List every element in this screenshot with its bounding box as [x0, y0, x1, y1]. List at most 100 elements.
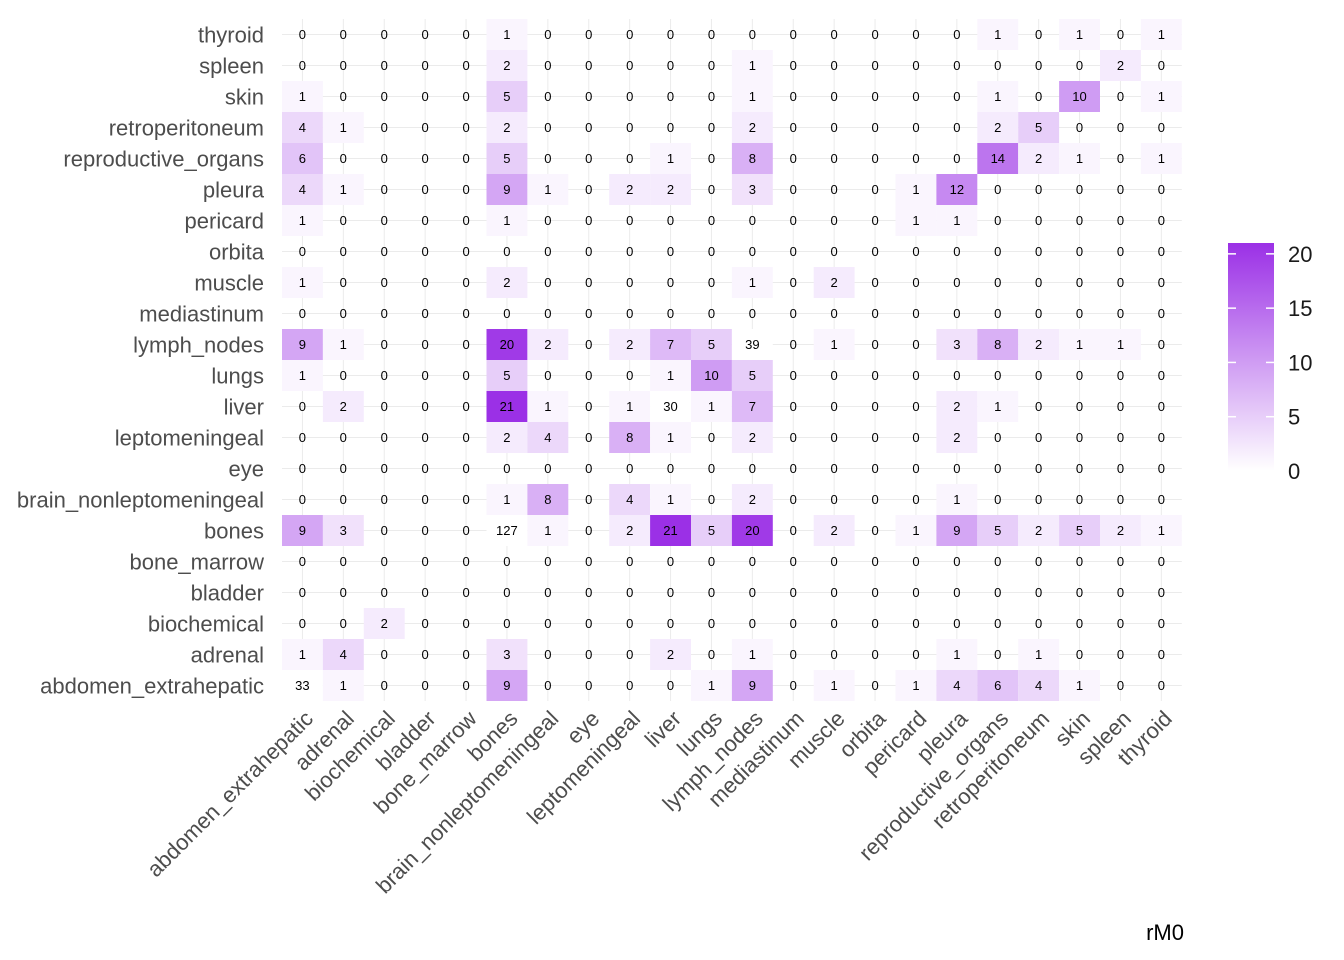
cell-value-label: 0 — [1035, 58, 1042, 73]
cell-value-label: 6 — [299, 151, 306, 166]
cell-value-label: 0 — [790, 399, 797, 414]
cell-value-label: 3 — [503, 647, 510, 662]
y-tick-label: biochemical — [148, 612, 264, 637]
heatmap-cell — [731, 143, 773, 174]
cell-value-label: 0 — [381, 213, 388, 228]
cell-value-label: 2 — [1117, 58, 1124, 73]
cell-value-label: 0 — [421, 182, 428, 197]
cell-value-label: 0 — [749, 244, 756, 259]
heatmap-cell — [282, 143, 323, 174]
cell-value-label: 0 — [830, 368, 837, 383]
cell-value-label: 0 — [667, 461, 674, 476]
heatmap-cell — [486, 391, 528, 422]
cell-value-label: 0 — [544, 554, 551, 569]
cell-value-label: 0 — [667, 120, 674, 135]
cell-value-label: 0 — [340, 27, 347, 42]
heatmap-cell — [936, 174, 978, 205]
cell-value-label: 0 — [871, 89, 878, 104]
cell-value-label: 0 — [1035, 182, 1042, 197]
cell-value-label: 0 — [871, 585, 878, 600]
heatmap-cell — [527, 391, 569, 422]
heatmap-cell — [691, 391, 732, 422]
cell-value-label: 0 — [953, 244, 960, 259]
cell-value-label: 0 — [544, 89, 551, 104]
cell-value-label: 0 — [871, 616, 878, 631]
cell-value-label: 1 — [667, 492, 674, 507]
cell-value-label: 1 — [299, 647, 306, 662]
cell-value-label: 0 — [667, 27, 674, 42]
heatmap-cell — [486, 143, 528, 174]
heatmap-cell — [650, 329, 691, 360]
cell-value-label: 0 — [708, 182, 715, 197]
cell-value-label: 0 — [790, 337, 797, 352]
cell-value-label: 1 — [544, 399, 551, 414]
cell-value-label: 1 — [749, 647, 756, 662]
cell-value-label: 2 — [503, 430, 510, 445]
cell-value-label: 1 — [708, 399, 715, 414]
heatmap-cell — [650, 484, 691, 515]
heatmap-cell — [977, 329, 1019, 360]
heatmap-cell — [1140, 515, 1182, 546]
cell-value-label: 21 — [500, 399, 514, 414]
cell-value-label: 0 — [790, 430, 797, 445]
cell-value-label: 2 — [626, 523, 633, 538]
cell-value-label: 5 — [503, 368, 510, 383]
cell-value-label: 0 — [994, 244, 1001, 259]
cell-value-label: 0 — [994, 182, 1001, 197]
cell-value-label: 0 — [381, 182, 388, 197]
cell-value-label: 0 — [585, 244, 592, 259]
y-tick-label: adrenal — [191, 643, 264, 668]
cell-value-label: 0 — [953, 585, 960, 600]
cell-value-label: 0 — [585, 678, 592, 693]
heatmap-cell — [731, 81, 773, 112]
heatmap-cell — [650, 143, 691, 174]
cell-value-label: 0 — [667, 244, 674, 259]
cell-value-label: 0 — [462, 213, 469, 228]
cell-value-label: 0 — [299, 554, 306, 569]
cell-value-label: 0 — [830, 213, 837, 228]
cell-value-label: 0 — [1158, 182, 1165, 197]
cell-value-label: 0 — [708, 151, 715, 166]
heatmap-cell — [609, 391, 651, 422]
cell-value-label: 2 — [953, 430, 960, 445]
cell-value-label: 1 — [1158, 89, 1165, 104]
cell-value-label: 30 — [663, 399, 677, 414]
cell-value-label: 0 — [667, 306, 674, 321]
cell-value-label: 0 — [830, 430, 837, 445]
cell-value-label: 0 — [790, 523, 797, 538]
cell-value-label: 0 — [340, 554, 347, 569]
cell-value-label: 2 — [503, 120, 510, 135]
cell-value-label: 0 — [871, 275, 878, 290]
cell-value-label: 0 — [1158, 678, 1165, 693]
heatmap-cell — [486, 112, 528, 143]
cell-value-label: 0 — [421, 213, 428, 228]
cell-value-label: 0 — [462, 244, 469, 259]
heatmap-cell — [1140, 19, 1182, 50]
cell-value-label: 0 — [749, 213, 756, 228]
cell-value-label: 0 — [585, 89, 592, 104]
cell-value-label: 5 — [708, 337, 715, 352]
cell-value-label: 0 — [871, 461, 878, 476]
cell-value-label: 0 — [1035, 306, 1042, 321]
cell-value-label: 8 — [994, 337, 1001, 352]
cell-value-label: 0 — [626, 244, 633, 259]
cell-value-label: 0 — [626, 89, 633, 104]
cell-value-label: 20 — [745, 523, 759, 538]
heatmap-cell — [936, 422, 978, 453]
cell-value-label: 1 — [749, 275, 756, 290]
cell-value-label: 0 — [626, 585, 633, 600]
cell-value-label: 1 — [1158, 523, 1165, 538]
cell-value-label: 0 — [871, 213, 878, 228]
cell-value-label: 2 — [749, 492, 756, 507]
cell-value-label: 0 — [421, 461, 428, 476]
cell-value-label: 0 — [830, 244, 837, 259]
cell-value-label: 0 — [421, 492, 428, 507]
cell-value-label: 0 — [585, 647, 592, 662]
cell-value-label: 0 — [749, 554, 756, 569]
cell-value-label: 0 — [708, 492, 715, 507]
cell-value-label: 0 — [1035, 399, 1042, 414]
heatmap-cell — [527, 515, 569, 546]
legend-tick-label: 0 — [1288, 459, 1300, 484]
cell-value-label: 1 — [953, 213, 960, 228]
heatmap-cell — [977, 391, 1019, 422]
